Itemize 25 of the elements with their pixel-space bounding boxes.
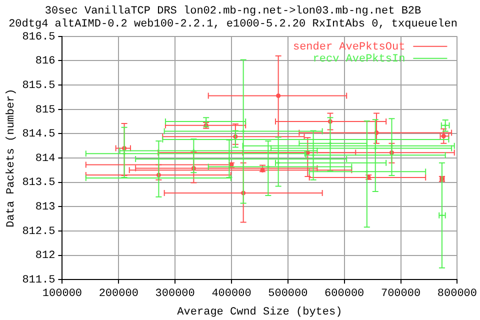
legend-label: recv AvePktsIn <box>312 53 406 66</box>
x-axis-title: Average Cwnd Size (bytes) <box>177 306 342 318</box>
y-tick-label: 815.5 <box>22 80 56 92</box>
legend-label: sender AvePktsOut <box>292 41 406 54</box>
y-tick-label: 816 <box>35 56 56 68</box>
x-tick-label: 600000 <box>324 288 364 300</box>
y-tick-label: 812 <box>35 250 56 262</box>
x-tick-label: 700000 <box>380 288 421 300</box>
x-tick-label: 800000 <box>437 288 477 300</box>
x-tick-label: 300000 <box>155 288 195 300</box>
y-tick-label: 813 <box>35 202 56 214</box>
y-tick-label: 813.5 <box>22 177 56 190</box>
y-tick-label: 812.5 <box>22 226 56 238</box>
x-tick-label: 200000 <box>98 288 138 300</box>
chart-subtitle: 20dtg4 altAIMD-0.2 web100-2.2.1, e1000-5.2.20 RxIntAbs 0, txqueuelen <box>8 18 458 31</box>
x-tick-label: 500000 <box>268 288 308 300</box>
y-tick-label: 814 <box>35 152 56 165</box>
y-tick-label: 816.5 <box>22 31 56 44</box>
chart-title: 30sec VanillaTCP DRS lon02.mb-ng.net->lon03.mb-ng.net B2B <box>44 6 422 18</box>
x-tick-label: 100000 <box>42 288 82 300</box>
y-tick-label: 815 <box>35 104 56 116</box>
y-axis-title: Data Packets (number) <box>6 88 18 228</box>
y-tick-label: 811.5 <box>22 274 56 287</box>
y-tick-label: 814.5 <box>22 128 56 141</box>
x-tick-label: 400000 <box>212 288 252 300</box>
